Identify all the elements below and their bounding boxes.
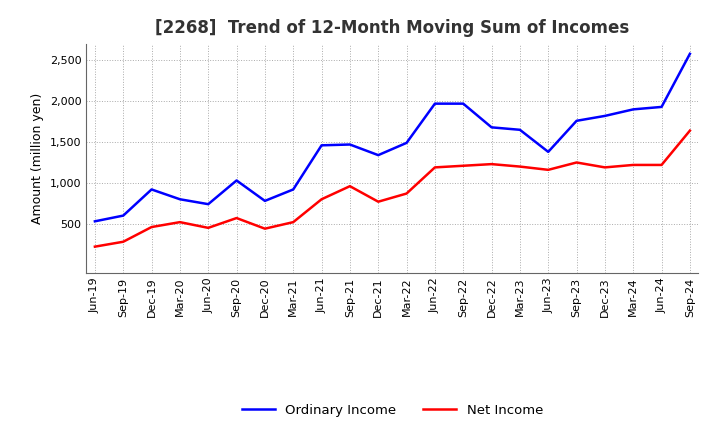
- Net Income: [516, 164, 524, 169]
- Net Income: [261, 226, 269, 231]
- Net Income: [459, 163, 467, 169]
- Net Income: [572, 160, 581, 165]
- Ordinary Income: [176, 197, 184, 202]
- Ordinary Income: [233, 178, 241, 183]
- Net Income: [374, 199, 382, 204]
- Ordinary Income: [346, 142, 354, 147]
- Ordinary Income: [261, 198, 269, 204]
- Net Income: [431, 165, 439, 170]
- Net Income: [91, 244, 99, 249]
- Net Income: [544, 167, 552, 172]
- Ordinary Income: [374, 153, 382, 158]
- Net Income: [318, 197, 326, 202]
- Legend: Ordinary Income, Net Income: Ordinary Income, Net Income: [237, 398, 548, 422]
- Net Income: [487, 161, 496, 167]
- Title: [2268]  Trend of 12-Month Moving Sum of Incomes: [2268] Trend of 12-Month Moving Sum of I…: [156, 19, 629, 37]
- Ordinary Income: [657, 104, 666, 110]
- Net Income: [346, 183, 354, 189]
- Ordinary Income: [204, 202, 212, 207]
- Line: Ordinary Income: Ordinary Income: [95, 54, 690, 221]
- Net Income: [402, 191, 411, 196]
- Net Income: [176, 220, 184, 225]
- Ordinary Income: [318, 143, 326, 148]
- Ordinary Income: [600, 113, 609, 118]
- Net Income: [685, 128, 694, 133]
- Net Income: [119, 239, 127, 244]
- Ordinary Income: [685, 51, 694, 56]
- Ordinary Income: [431, 101, 439, 106]
- Ordinary Income: [148, 187, 156, 192]
- Net Income: [600, 165, 609, 170]
- Net Income: [233, 216, 241, 221]
- Ordinary Income: [629, 107, 637, 112]
- Net Income: [657, 162, 666, 168]
- Ordinary Income: [119, 213, 127, 218]
- Y-axis label: Amount (million yen): Amount (million yen): [32, 93, 45, 224]
- Net Income: [289, 220, 297, 225]
- Ordinary Income: [459, 101, 467, 106]
- Ordinary Income: [91, 219, 99, 224]
- Ordinary Income: [544, 149, 552, 154]
- Ordinary Income: [487, 125, 496, 130]
- Ordinary Income: [516, 127, 524, 132]
- Net Income: [629, 162, 637, 168]
- Net Income: [148, 224, 156, 230]
- Ordinary Income: [402, 140, 411, 146]
- Ordinary Income: [572, 118, 581, 124]
- Net Income: [204, 225, 212, 231]
- Ordinary Income: [289, 187, 297, 192]
- Line: Net Income: Net Income: [95, 131, 690, 247]
